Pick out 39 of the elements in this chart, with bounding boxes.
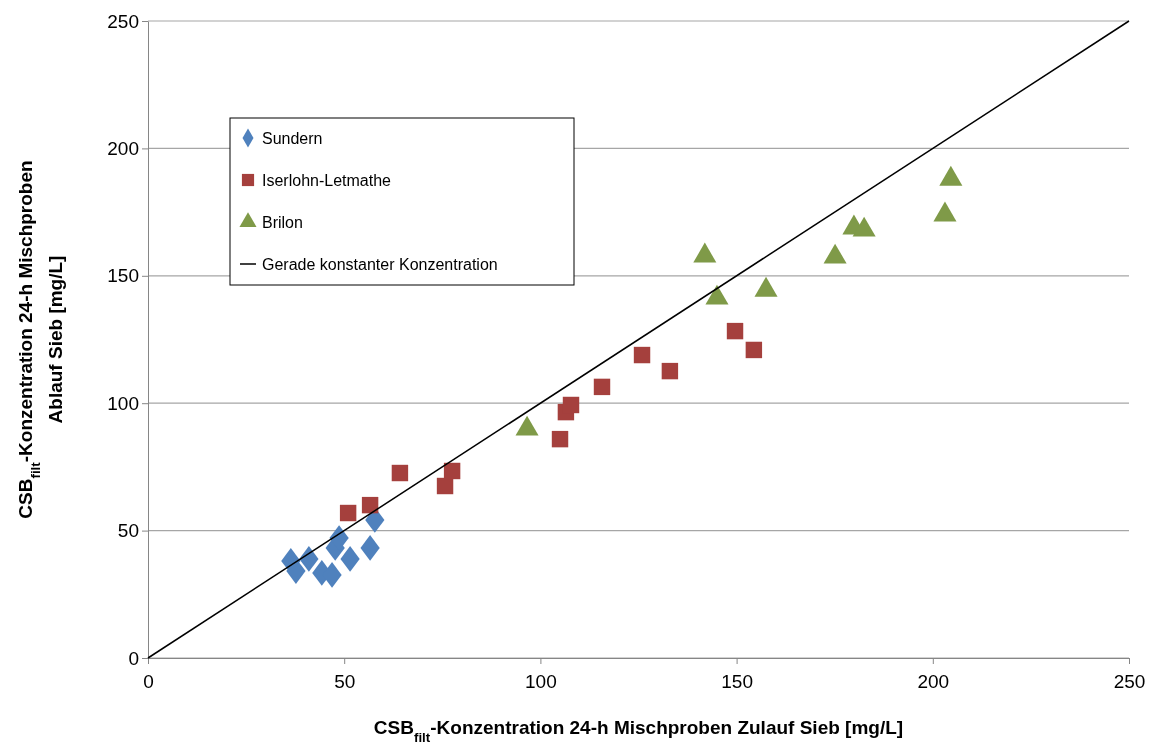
y-tick-label: 0: [128, 647, 139, 669]
point: [693, 242, 717, 263]
point: [391, 464, 409, 482]
y-tick-label: 50: [117, 520, 139, 542]
point: [745, 341, 763, 359]
x-axis-title: CSB$_{filt}$-Konzentration 24-h Mischproben Zulauf Sieb [mg/L]: [373, 717, 904, 742]
y-tick-label: 150: [107, 265, 139, 287]
point: [823, 243, 847, 264]
y-tick-label: 250: [107, 10, 139, 32]
point: [360, 535, 380, 561]
point: [562, 396, 580, 414]
point: [436, 477, 454, 495]
point: [361, 496, 379, 514]
point: [443, 462, 461, 480]
point: [705, 284, 729, 305]
point: [726, 322, 744, 340]
x-tick-label: 50: [334, 670, 356, 692]
y-tick-label: 100: [107, 392, 139, 414]
x-tick-label: 100: [525, 670, 557, 692]
point: [339, 504, 357, 522]
x-tick-label: 250: [1113, 670, 1146, 692]
point: [939, 165, 963, 186]
legend-label: Gerade konstanter Konzentration: [262, 256, 498, 273]
x-tick-label: 0: [143, 670, 154, 692]
point: [852, 216, 876, 237]
point: [754, 276, 778, 297]
point: [633, 346, 651, 364]
legend-label: Brilon: [262, 214, 303, 231]
y-tick-label: 200: [107, 137, 139, 159]
point: [933, 201, 957, 222]
x-tick-label: 150: [721, 670, 753, 692]
point: [551, 430, 569, 448]
legend-label: Sundern: [262, 130, 323, 147]
point: [340, 546, 360, 572]
point: [661, 362, 679, 380]
point: [299, 546, 319, 572]
legend-label: Iserlohn-Letmathe: [262, 172, 392, 189]
x-tick-label: 200: [917, 670, 950, 692]
point: [593, 378, 611, 396]
